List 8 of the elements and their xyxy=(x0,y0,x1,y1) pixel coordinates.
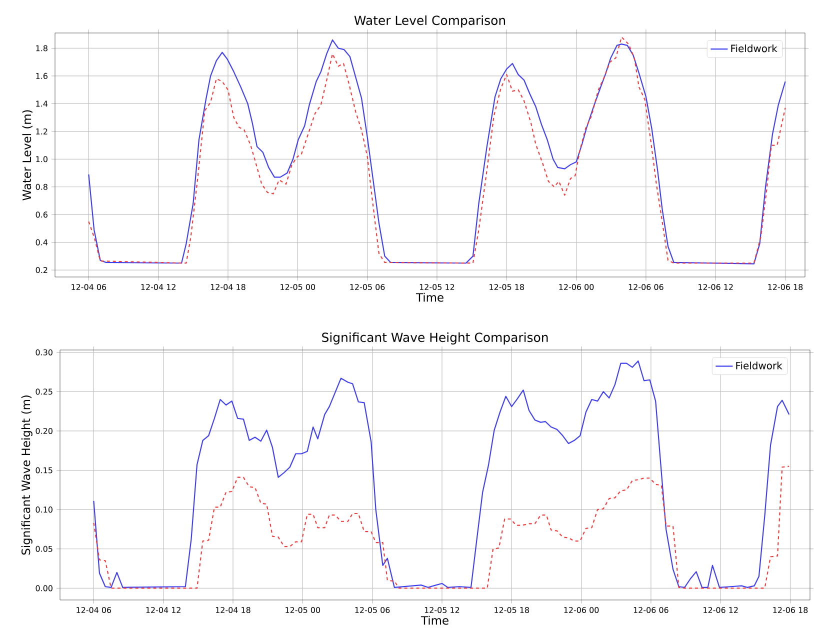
x-axis-title: Time xyxy=(420,616,448,625)
x-axis-title: Time xyxy=(416,292,444,302)
chart-title: Water Level Comparison xyxy=(354,15,506,28)
chart-title: Significant Wave Height Comparison xyxy=(322,332,548,344)
legend-label: Fieldwork xyxy=(736,362,782,370)
y-axis-title: Significant Wave Height (m) xyxy=(21,396,32,555)
legend-label: Fieldwork xyxy=(731,44,778,52)
y-axis-title: Water Level (m) xyxy=(22,110,32,200)
